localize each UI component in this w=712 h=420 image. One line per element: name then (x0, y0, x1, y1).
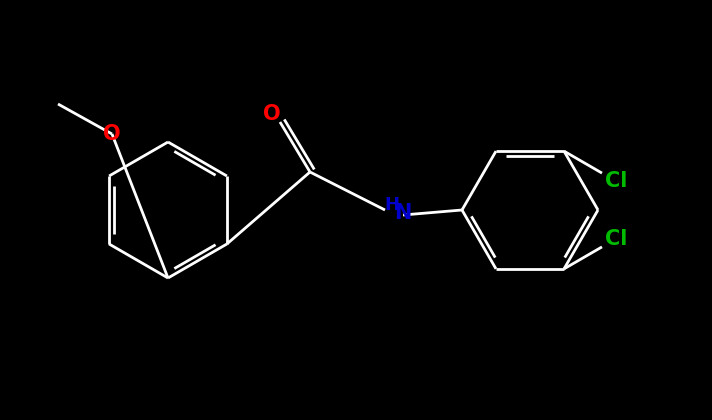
Text: Cl: Cl (604, 229, 627, 249)
Text: N: N (394, 203, 412, 223)
Text: Cl: Cl (604, 171, 627, 191)
Text: O: O (263, 104, 281, 124)
Text: O: O (103, 124, 121, 144)
Text: H: H (384, 196, 399, 214)
